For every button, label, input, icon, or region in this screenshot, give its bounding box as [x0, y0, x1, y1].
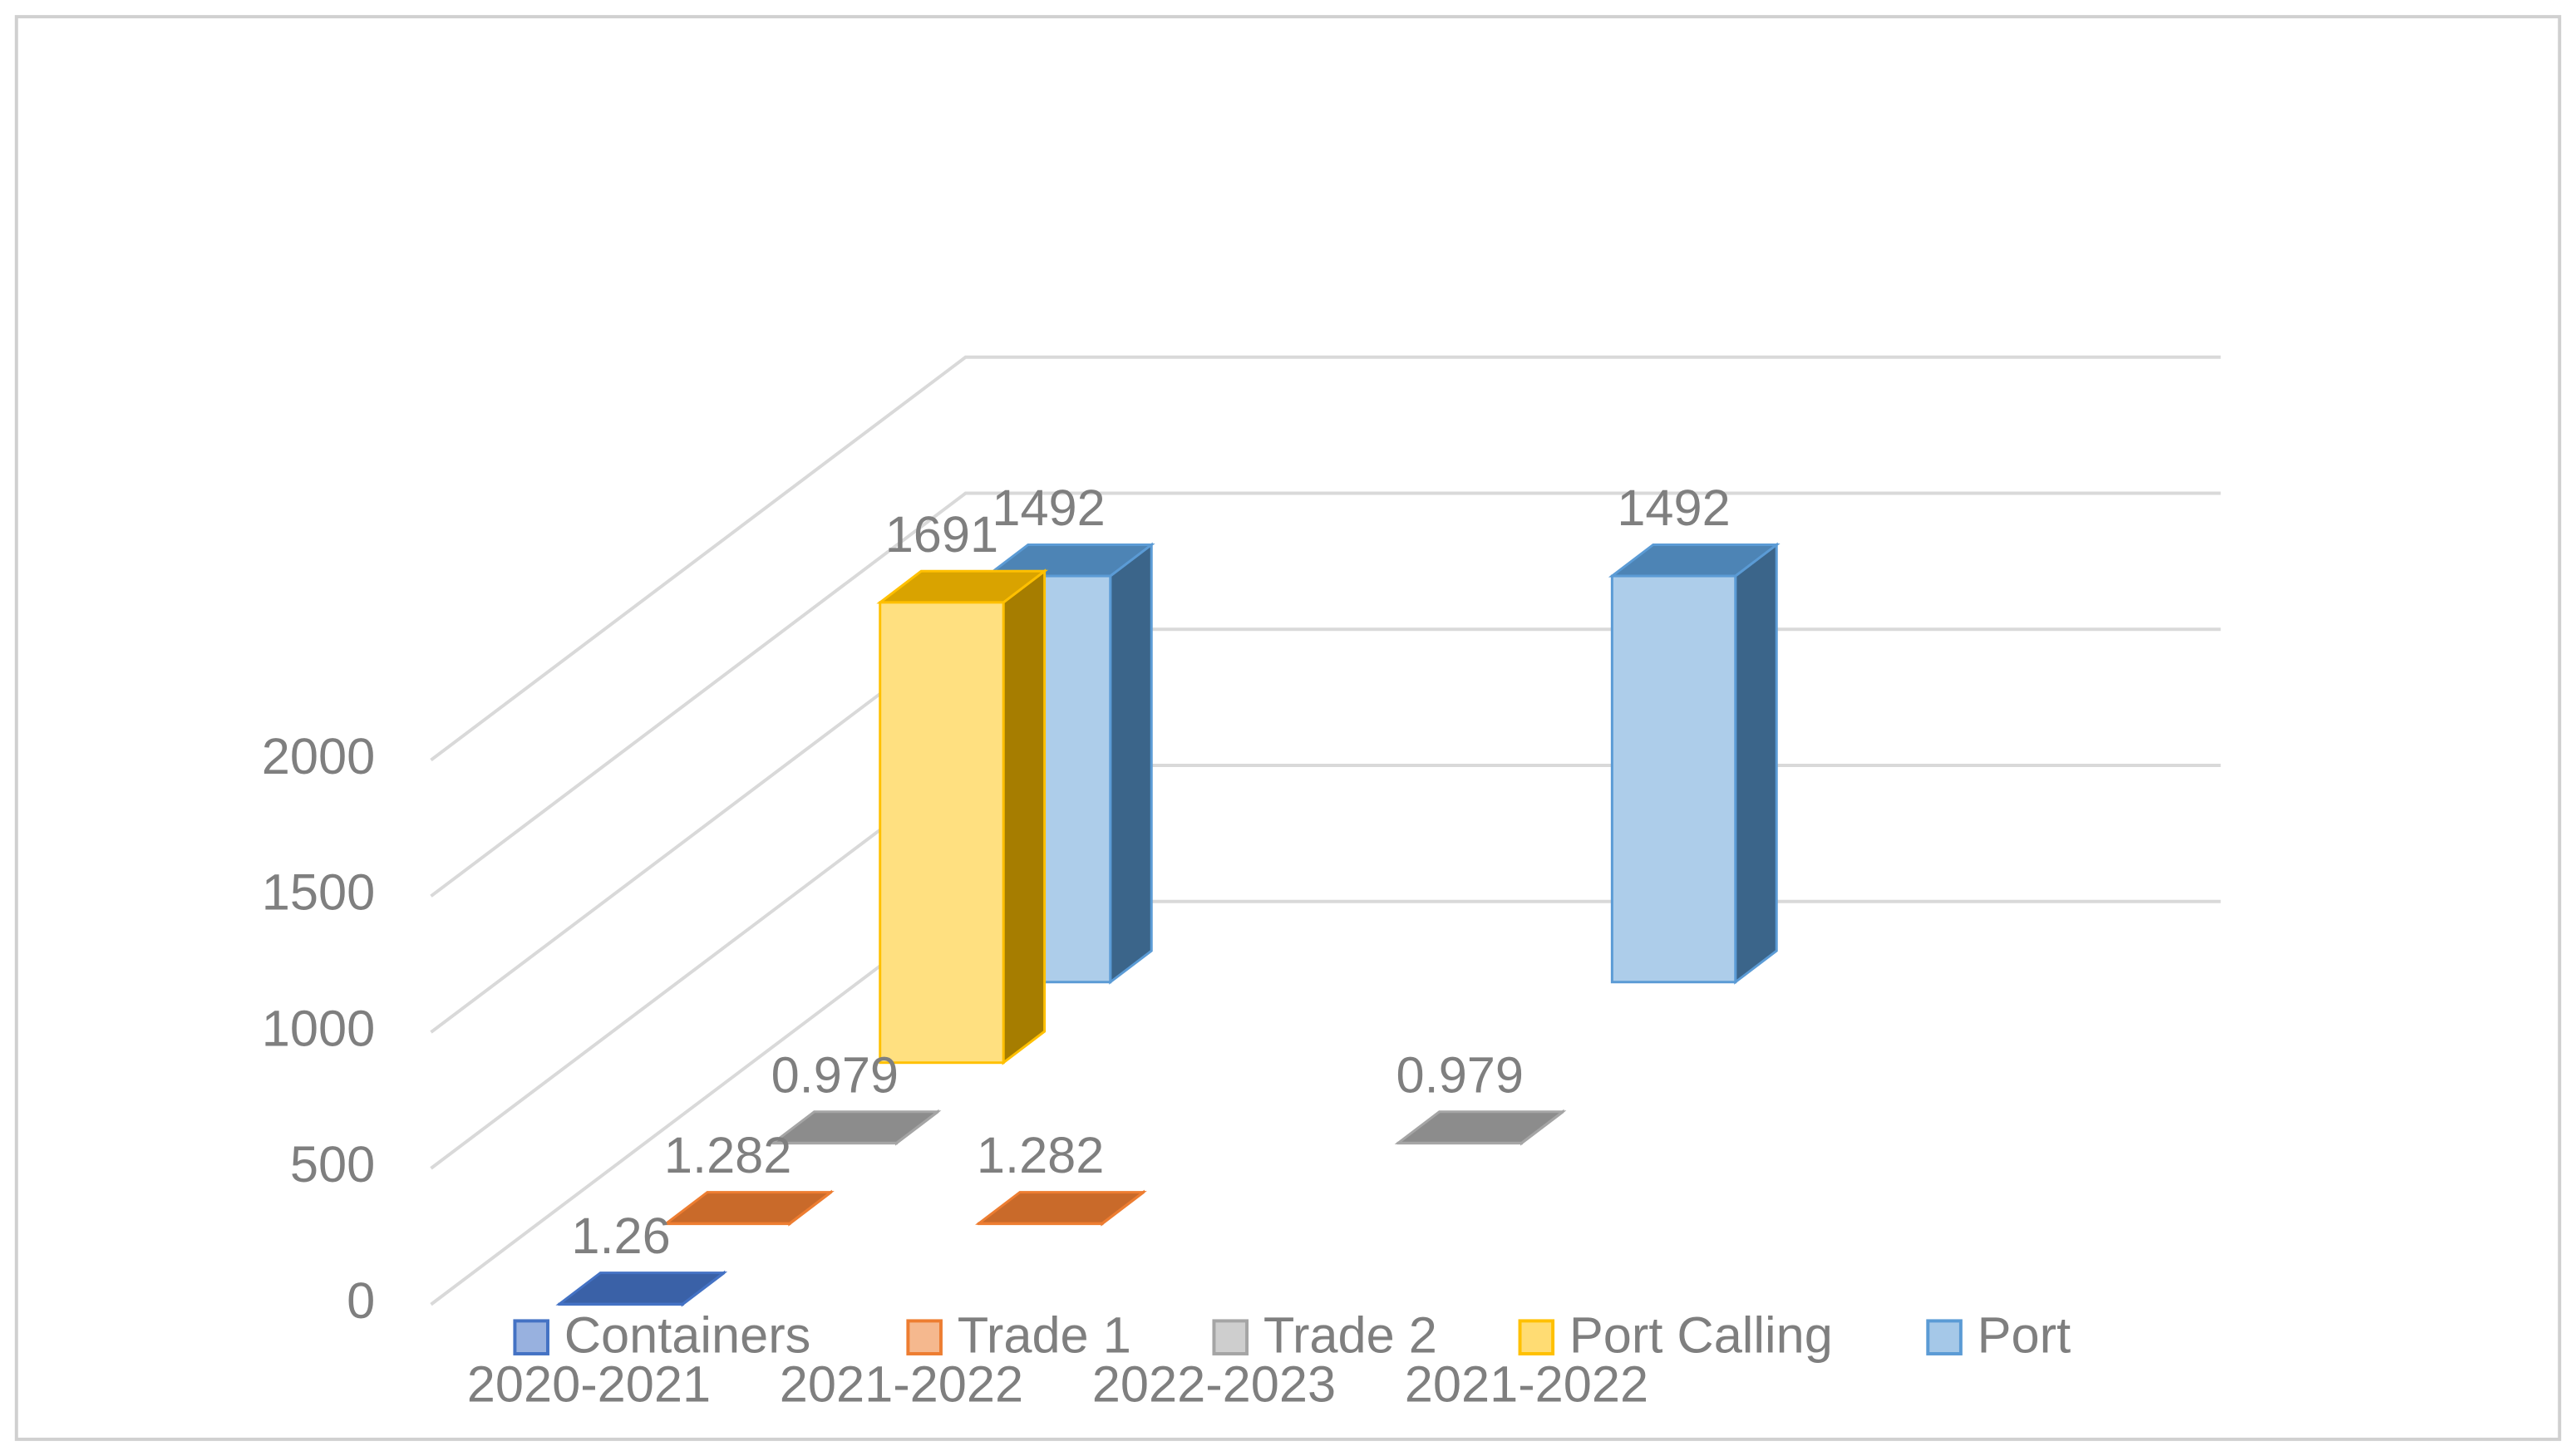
legend-label: Port [1978, 1306, 2071, 1363]
bar [1394, 1109, 1567, 1146]
grid-line [430, 491, 2221, 898]
bar-side [1734, 542, 1778, 985]
x-tick-label: 2021-2022 [780, 1355, 1023, 1413]
y-tick-label: 2000 [262, 727, 375, 785]
data-label: 1691 [885, 505, 998, 563]
data-label: 0.979 [1396, 1045, 1524, 1103]
legend-label: Trade 2 [1263, 1306, 1437, 1363]
bar [1608, 542, 1781, 985]
legend: 2020-2021 2021-2022 2022-2023 2021-2022Cont… [467, 1306, 2071, 1412]
bar-side [1002, 568, 1047, 1065]
y-tick-label: 1000 [262, 999, 375, 1056]
data-label: 0.979 [771, 1045, 899, 1103]
data-label: 1492 [992, 479, 1105, 536]
x-tick-label: 2020-2021 [467, 1355, 711, 1413]
legend-swatch [906, 1319, 943, 1355]
y-tick-label: 500 [290, 1135, 375, 1193]
legend-swatch [1926, 1319, 1963, 1355]
bar [975, 1189, 1147, 1227]
bar-front [879, 601, 1005, 1065]
bar-side [1109, 542, 1153, 985]
y-tick-label: 1500 [262, 863, 375, 921]
bar [555, 1270, 728, 1307]
y-tick-label: 0 [347, 1272, 375, 1329]
data-label: 1.282 [664, 1126, 791, 1183]
legend-swatch [1212, 1319, 1249, 1355]
grid-line [430, 355, 2221, 762]
x-tick-label: 2022-2023 [1092, 1355, 1336, 1413]
legend-swatch [1518, 1319, 1555, 1355]
bar [662, 1189, 835, 1227]
data-label: 1492 [1617, 479, 1730, 536]
data-label: 1.282 [977, 1126, 1104, 1183]
legend-label: Trade 1 [958, 1306, 1131, 1363]
bar-front [1610, 574, 1737, 984]
legend-label: Port Calling [1569, 1306, 1833, 1363]
bar [876, 568, 1049, 1065]
data-label: 1.26 [571, 1207, 670, 1264]
bar [769, 1109, 942, 1146]
chart-frame [14, 15, 2562, 1441]
grid: 0 500 1000 1500 2000 [262, 355, 2221, 1329]
legend-label: Containers [564, 1306, 811, 1363]
x-tick-label: 2021-2022 [1405, 1355, 1648, 1413]
legend-swatch [513, 1319, 549, 1355]
